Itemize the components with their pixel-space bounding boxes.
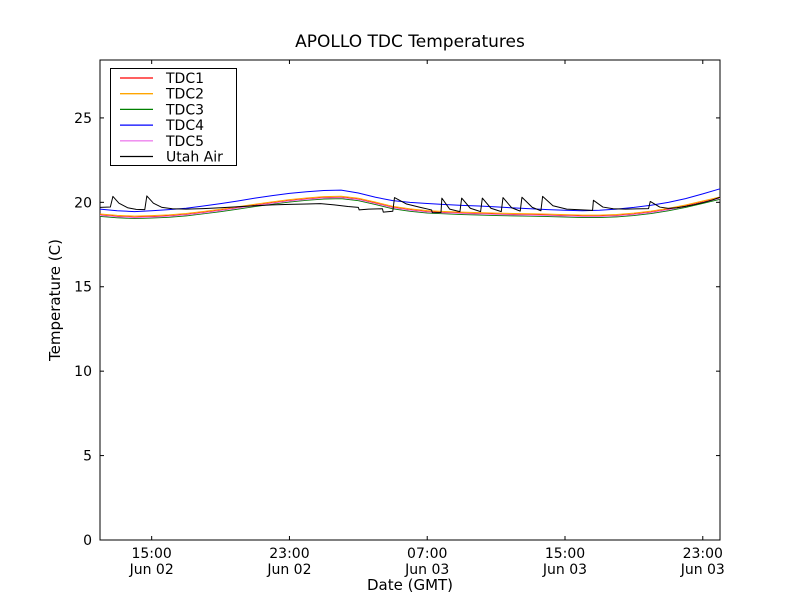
series-line-tdc4	[99, 188, 721, 213]
x-tick-label-time: 23:00	[683, 546, 723, 562]
series-line-tdc3	[99, 198, 721, 220]
legend-label-1: TDC1	[165, 71, 204, 87]
x-tick-label-date: Jun 03	[680, 562, 725, 578]
legend-label-2: TDC2	[165, 87, 204, 103]
x-tick-label-date: Jun 02	[129, 562, 174, 578]
series-line-tdc5	[99, 197, 721, 219]
x-tick-label-time: 23:00	[269, 546, 309, 562]
y-tick-label: 15	[74, 280, 92, 296]
x-tick-label-time: 15:00	[131, 546, 171, 562]
legend-label-4: TDC4	[165, 118, 204, 134]
y-tick-label: 5	[83, 449, 92, 465]
chart-title: APOLLO TDC Temperatures	[295, 32, 525, 52]
series-line-utah-air	[99, 195, 721, 214]
y-axis-label: Temperature (C)	[46, 239, 64, 362]
legend-box	[110, 68, 237, 166]
y-tick-label: 10	[74, 364, 92, 380]
x-axis-label: Date (GMT)	[367, 576, 453, 594]
x-tick-label-time: 07:00	[407, 546, 447, 562]
axes-frame	[99, 59, 721, 541]
y-tick-label: 25	[74, 111, 92, 127]
y-tick-label: 20	[74, 195, 92, 211]
y-tick-label: 0	[83, 533, 92, 549]
x-tick-label-date: Jun 02	[266, 562, 311, 578]
x-tick-label-time: 15:00	[545, 546, 585, 562]
legend-label-6: Utah Air	[166, 150, 223, 166]
series-line-tdc2	[99, 195, 721, 217]
x-tick-label-date: Jun 03	[542, 562, 587, 578]
x-tick-label-date: Jun 03	[404, 562, 449, 578]
legend-label-5: TDC5	[165, 134, 204, 150]
legend-label-3: TDC3	[165, 102, 204, 118]
